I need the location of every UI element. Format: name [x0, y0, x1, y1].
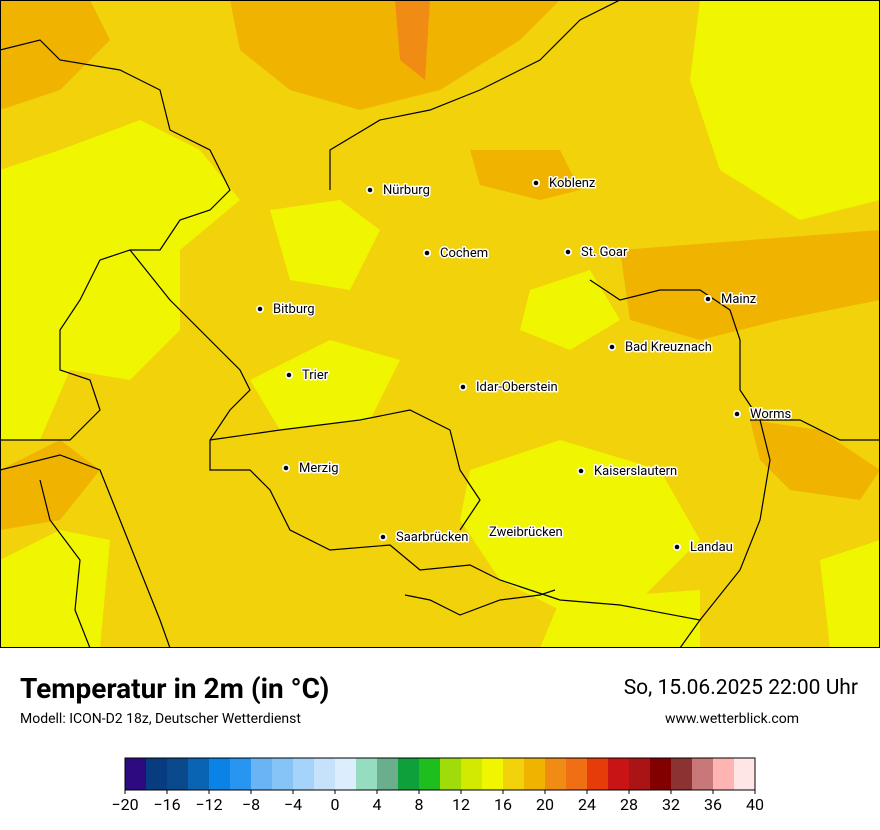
title: Temperatur in 2m (in °C) [20, 672, 330, 705]
colorbar-bin [398, 758, 420, 790]
website: www.wetterblick.com [664, 711, 799, 727]
city-label: Merzig [299, 461, 339, 476]
colorbar-bin [230, 758, 252, 790]
hot-spot [395, 0, 430, 80]
colorbar-bin [167, 758, 189, 790]
city-label: Landau [690, 540, 733, 555]
colorbar-tick-label: 36 [704, 795, 722, 814]
colorbar-bin [251, 758, 273, 790]
colorbar-tick-label: 12 [452, 795, 470, 814]
city-label: Zweibrücken [489, 525, 563, 540]
city-label: Trier [302, 368, 329, 383]
colorbar-tick-label: 20 [536, 795, 554, 814]
colorbar-bin [587, 758, 609, 790]
city-dot [283, 465, 289, 471]
city-dot [578, 468, 584, 474]
colorbar-tick-label: −8 [242, 795, 260, 814]
city-label: Mainz [721, 292, 757, 307]
colorbar-tick-label: −12 [195, 795, 222, 814]
city-dot [533, 180, 539, 186]
colorbar-bin [419, 758, 441, 790]
colorbar-bin [650, 758, 672, 790]
colorbar-bin [293, 758, 315, 790]
city-dot [674, 544, 680, 550]
city-dot [565, 249, 571, 255]
city-label: Nürburg [383, 183, 430, 198]
colorbar-bin [545, 758, 567, 790]
colorbar-tick-label: 4 [373, 795, 382, 814]
colorbar-bin [692, 758, 714, 790]
colorbar-bin [524, 758, 546, 790]
colorbar-frame [124, 757, 756, 791]
city-label: Bitburg [273, 302, 315, 317]
colorbar-tick-label: 0 [331, 795, 340, 814]
colorbar-tick-label: 32 [662, 795, 680, 814]
colorbar-bin [608, 758, 630, 790]
city-label: Saarbrücken [396, 530, 468, 545]
colorbar-bin [566, 758, 588, 790]
colorbar-bin [314, 758, 336, 790]
colorbar-bin [377, 758, 399, 790]
colorbar-tick-label: −20 [111, 795, 138, 814]
city-dot [424, 250, 430, 256]
colorbar-bin [188, 758, 210, 790]
city-label: Kaiserslautern [594, 464, 677, 479]
borders [0, 0, 880, 648]
colorbar-bin [461, 758, 483, 790]
cities: Nürburg Koblenz Cochem St. Goar Mainz Bitburg… [256, 175, 793, 557]
colorbar-tick-label: 24 [578, 795, 596, 814]
city-dot [257, 306, 263, 312]
city-dot [367, 187, 373, 193]
colorbar-bin [482, 758, 504, 790]
city-dot [705, 296, 711, 302]
city-label: Idar-Oberstein [476, 380, 558, 395]
city-label: Cochem [440, 246, 488, 261]
colorbar-bin [671, 758, 693, 790]
city-dot [286, 372, 292, 378]
colorbar-tick-label: −16 [153, 795, 180, 814]
colorbar-bin [356, 758, 378, 790]
city-label: Koblenz [549, 176, 596, 191]
colorbar-bin [209, 758, 231, 790]
colorbar: −20 −16 −12 −8 −4 0 4 8 12 16 20 24 28 32 36 40 [111, 757, 764, 814]
city-dot [460, 384, 466, 390]
city-dot [734, 411, 740, 417]
colorbar-bin [629, 758, 651, 790]
colorbar-bin [503, 758, 525, 790]
city-label: Bad Kreuznach [625, 340, 712, 355]
colorbar-bin [440, 758, 462, 790]
colorbar-bin [335, 758, 357, 790]
city-label: St. Goar [581, 245, 628, 260]
colorbar-tick-label: 40 [746, 795, 764, 814]
colorbar-tick-label: 8 [415, 795, 424, 814]
colorbar-bin [272, 758, 294, 790]
city-label: Worms [750, 407, 792, 422]
city-dot [609, 344, 615, 350]
colorbar-bin [125, 758, 147, 790]
colorbar-bin [734, 758, 756, 790]
colorbar-bin [713, 758, 735, 790]
colorbar-tick-label: 16 [494, 795, 512, 814]
colorbar-tick-label: 28 [620, 795, 638, 814]
subtitle: Modell: ICON-D2 18z, Deutscher Wetterdie… [20, 711, 301, 727]
city-dot [380, 534, 386, 540]
date: So, 15.06.2025 22:00 Uhr [623, 676, 858, 700]
cool-areas [0, 0, 880, 648]
map: Nürburg Koblenz Cochem St. Goar Mainz Bitburg… [0, 0, 880, 648]
colorbar-bin [146, 758, 168, 790]
colorbar-tick-label: −4 [284, 795, 302, 814]
